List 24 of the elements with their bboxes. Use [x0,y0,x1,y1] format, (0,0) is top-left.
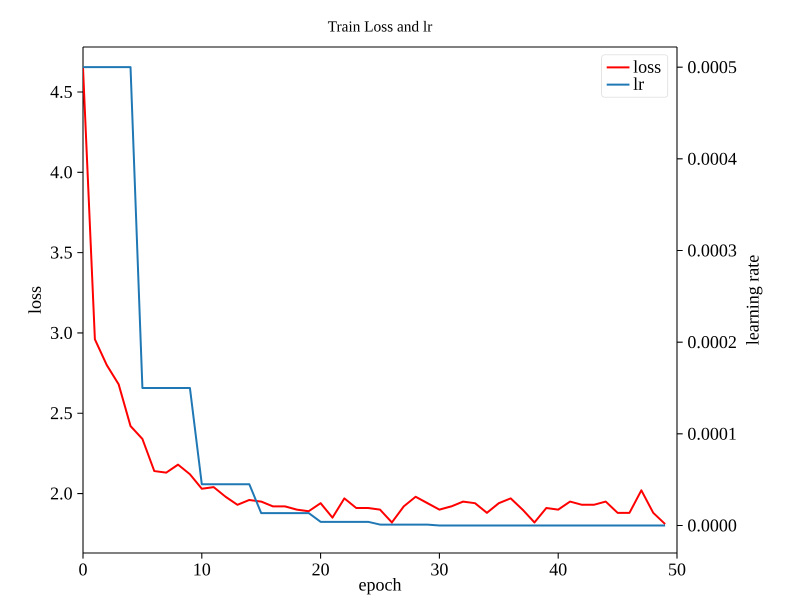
legend-label: lr [633,77,644,90]
y-tick-label: 2.5 [50,407,72,420]
x-tick-label: 40 [550,563,567,576]
y2-axis-title: learning rate [746,255,762,345]
y-tick-label: 3.5 [50,246,72,259]
x-axis-title: epoch [359,578,402,594]
y-tick-label: 4.5 [50,86,72,98]
x-tick-label: 50 [669,563,686,576]
legend-label: loss [633,60,660,73]
x-tick-label: 10 [194,563,210,576]
x-tick-label: 20 [312,563,329,576]
y-tick-label: 4.0 [50,166,72,178]
y2-tick-label: 0.0002 [688,336,736,348]
y2-tick-label: 0.0000 [688,519,736,532]
y2-tick-label: 0.0003 [688,244,736,257]
x-tick-label: 0 [79,563,87,576]
x-tick-label: 30 [431,563,448,576]
y2-tick-label: 0.0004 [688,152,737,165]
y2-tick-label: 0.0001 [688,428,736,440]
y2-tick-label: 0.0005 [688,61,736,74]
y-axis-title: loss [28,286,41,314]
chart-title: Train Loss and lr [328,20,432,32]
y-tick-label: 2.0 [50,487,72,500]
y-tick-label: 3.0 [50,326,72,340]
